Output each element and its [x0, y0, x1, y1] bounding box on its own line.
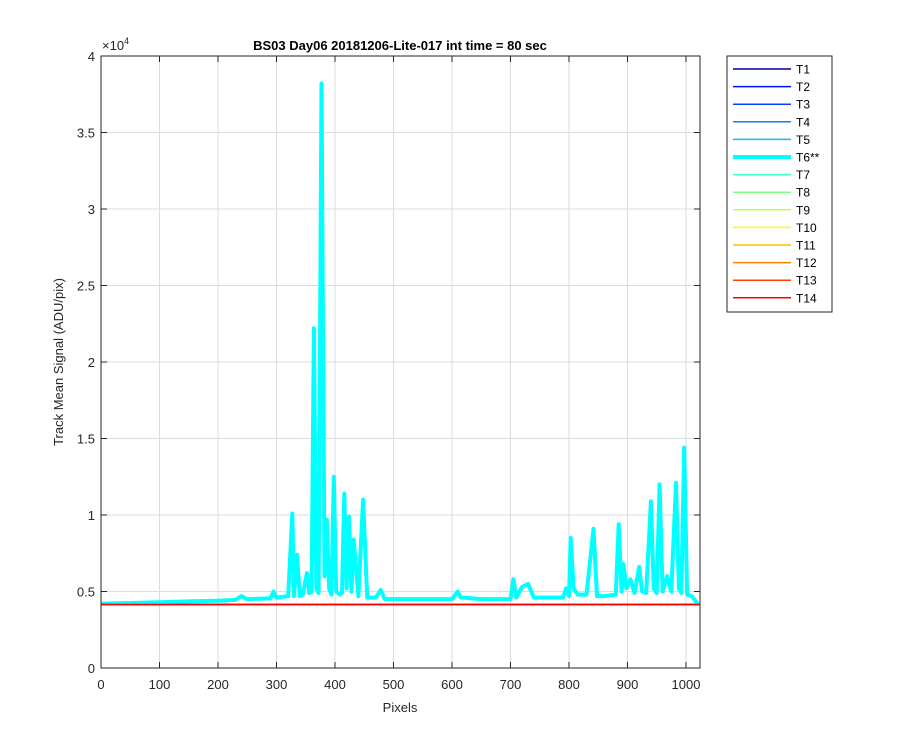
legend-label: T12: [796, 256, 817, 270]
y-tick-label: 0.5: [77, 585, 95, 600]
x-tick-label: 0: [97, 677, 104, 692]
legend-label: T1: [796, 63, 810, 77]
legend-label: T10: [796, 221, 817, 235]
y-exponent-label: ×104: [102, 36, 129, 53]
legend-label: T5: [796, 133, 810, 147]
y-tick-label: 1.5: [77, 432, 95, 447]
y-exponent-base: ×10: [102, 38, 124, 53]
legend-label: T6**: [796, 151, 820, 165]
y-tick-label: 2.5: [77, 279, 95, 294]
series-lines: [100, 81, 700, 606]
x-tick-label: 500: [383, 677, 405, 692]
legend: T1 T2 T3 T4 T5 T6** T7 T8 T9 T10 T11 T12 T13 T14: [733, 63, 820, 305]
x-tick-label: 900: [617, 677, 639, 692]
legend-label: T8: [796, 186, 810, 200]
y-axis-label: Track Mean Signal (ADU/pix): [51, 278, 66, 446]
y-tick-label: 0: [88, 661, 95, 676]
chart-title: BS03 Day06 20181206-Lite-017 int time = …: [253, 38, 547, 53]
y-tick-label: 3: [88, 202, 95, 217]
series-line-t6-highlighted: [100, 81, 700, 606]
y-tick-label: 2: [88, 355, 95, 370]
x-tick-label: 300: [266, 677, 288, 692]
axis-ticks: 0 100 200 300 400 500 600 700 800 900 1000 0 0.5 1 1.5…: [77, 49, 701, 692]
y-tick-label: 1: [88, 508, 95, 523]
y-tick-label: 3.5: [77, 126, 95, 141]
x-tick-label: 800: [558, 677, 580, 692]
x-axis-label: Pixels: [383, 700, 418, 715]
x-tick-label: 700: [500, 677, 522, 692]
y-exponent-power: 4: [124, 36, 129, 46]
legend-label: T7: [796, 168, 810, 182]
legend-label: T9: [796, 203, 810, 217]
legend-label: T4: [796, 115, 810, 129]
x-tick-label: 400: [324, 677, 346, 692]
legend-label: T11: [796, 239, 816, 253]
x-tick-label: 100: [149, 677, 171, 692]
legend-label: T3: [796, 98, 810, 112]
legend-box: [726, 55, 833, 313]
y-tick-label: 4: [88, 49, 95, 64]
legend-label: T2: [796, 80, 810, 94]
legend-label: T14: [796, 291, 817, 305]
x-tick-label: 600: [441, 677, 463, 692]
x-tick-label: 200: [207, 677, 229, 692]
x-tick-label: 1000: [672, 677, 701, 692]
legend-label: T13: [796, 274, 817, 288]
